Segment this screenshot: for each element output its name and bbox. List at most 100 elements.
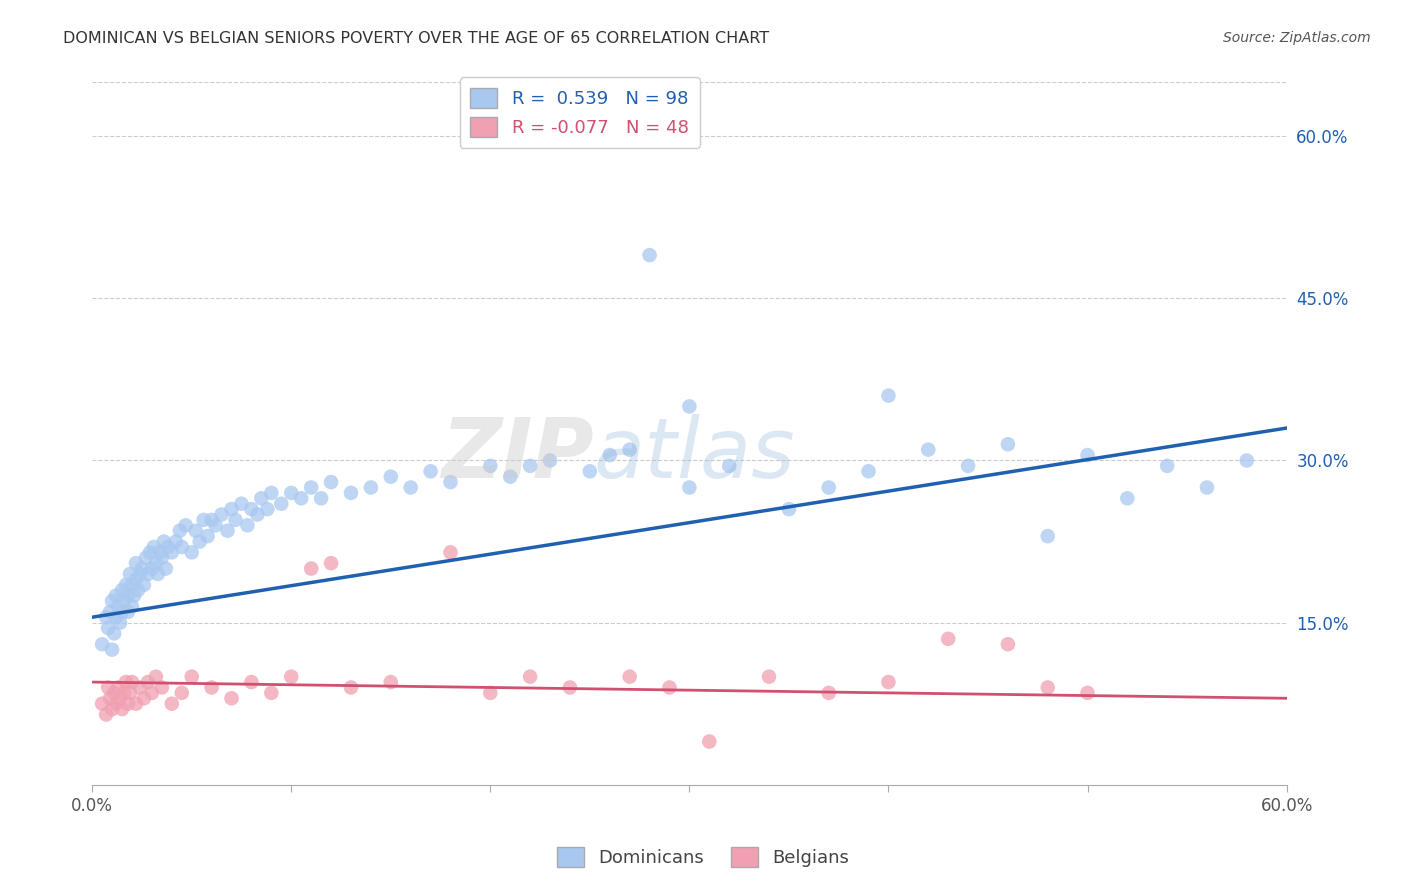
- Point: [718, 458, 741, 473]
- Point: [136, 675, 159, 690]
- Point: [256, 502, 278, 516]
- Point: [125, 697, 148, 711]
- Point: [1076, 448, 1098, 462]
- Point: [1156, 458, 1178, 473]
- Point: [121, 578, 143, 592]
- Point: [118, 686, 141, 700]
- Point: [817, 481, 839, 495]
- Point: [115, 578, 138, 592]
- Point: [129, 681, 152, 695]
- Point: [221, 691, 243, 706]
- Point: [94, 610, 117, 624]
- Point: [538, 453, 561, 467]
- Point: [280, 486, 302, 500]
- Point: [97, 681, 120, 695]
- Point: [111, 702, 134, 716]
- Point: [260, 686, 283, 700]
- Point: [957, 458, 980, 473]
- Point: [136, 566, 159, 581]
- Point: [678, 400, 700, 414]
- Legend: R =  0.539   N = 98, R = -0.077   N = 48: R = 0.539 N = 98, R = -0.077 N = 48: [460, 77, 700, 147]
- Point: [519, 670, 541, 684]
- Legend: Dominicans, Belgians: Dominicans, Belgians: [550, 839, 856, 874]
- Point: [127, 583, 149, 598]
- Point: [145, 670, 167, 684]
- Point: [309, 491, 332, 506]
- Point: [360, 481, 382, 495]
- Point: [174, 518, 197, 533]
- Point: [108, 615, 131, 630]
- Point: [155, 561, 177, 575]
- Point: [197, 529, 219, 543]
- Point: [170, 540, 193, 554]
- Point: [170, 686, 193, 700]
- Point: [121, 675, 143, 690]
- Point: [1076, 686, 1098, 700]
- Point: [246, 508, 269, 522]
- Point: [160, 697, 183, 711]
- Point: [94, 707, 117, 722]
- Point: [105, 697, 128, 711]
- Point: [180, 545, 202, 559]
- Point: [105, 589, 128, 603]
- Point: [697, 734, 720, 748]
- Point: [153, 534, 176, 549]
- Point: [188, 534, 211, 549]
- Point: [97, 621, 120, 635]
- Point: [290, 491, 312, 506]
- Point: [117, 697, 139, 711]
- Point: [204, 518, 226, 533]
- Point: [1236, 453, 1258, 467]
- Point: [619, 442, 641, 457]
- Point: [340, 681, 363, 695]
- Point: [156, 540, 179, 554]
- Point: [101, 702, 124, 716]
- Point: [135, 550, 157, 565]
- Point: [817, 686, 839, 700]
- Point: [131, 561, 153, 575]
- Point: [103, 686, 125, 700]
- Point: [193, 513, 215, 527]
- Point: [758, 670, 780, 684]
- Point: [240, 675, 263, 690]
- Point: [678, 481, 700, 495]
- Point: [299, 561, 322, 575]
- Point: [91, 697, 114, 711]
- Point: [340, 486, 363, 500]
- Point: [380, 469, 402, 483]
- Point: [118, 566, 141, 581]
- Point: [231, 497, 253, 511]
- Point: [619, 670, 641, 684]
- Point: [997, 637, 1019, 651]
- Point: [145, 556, 167, 570]
- Point: [479, 458, 502, 473]
- Point: [439, 475, 461, 489]
- Point: [122, 589, 145, 603]
- Point: [150, 681, 173, 695]
- Point: [139, 545, 162, 559]
- Point: [142, 540, 165, 554]
- Point: [225, 513, 247, 527]
- Point: [260, 486, 283, 500]
- Text: Source: ZipAtlas.com: Source: ZipAtlas.com: [1223, 31, 1371, 45]
- Point: [132, 578, 155, 592]
- Point: [250, 491, 273, 506]
- Point: [599, 448, 621, 462]
- Point: [103, 626, 125, 640]
- Point: [499, 469, 522, 483]
- Point: [240, 502, 263, 516]
- Point: [997, 437, 1019, 451]
- Point: [111, 605, 134, 619]
- Point: [125, 573, 148, 587]
- Point: [439, 545, 461, 559]
- Point: [1036, 681, 1059, 695]
- Point: [419, 464, 441, 478]
- Text: ZIP: ZIP: [441, 414, 593, 495]
- Point: [1036, 529, 1059, 543]
- Point: [319, 475, 342, 489]
- Point: [121, 599, 143, 614]
- Point: [936, 632, 959, 646]
- Point: [558, 681, 581, 695]
- Point: [180, 670, 202, 684]
- Point: [107, 599, 129, 614]
